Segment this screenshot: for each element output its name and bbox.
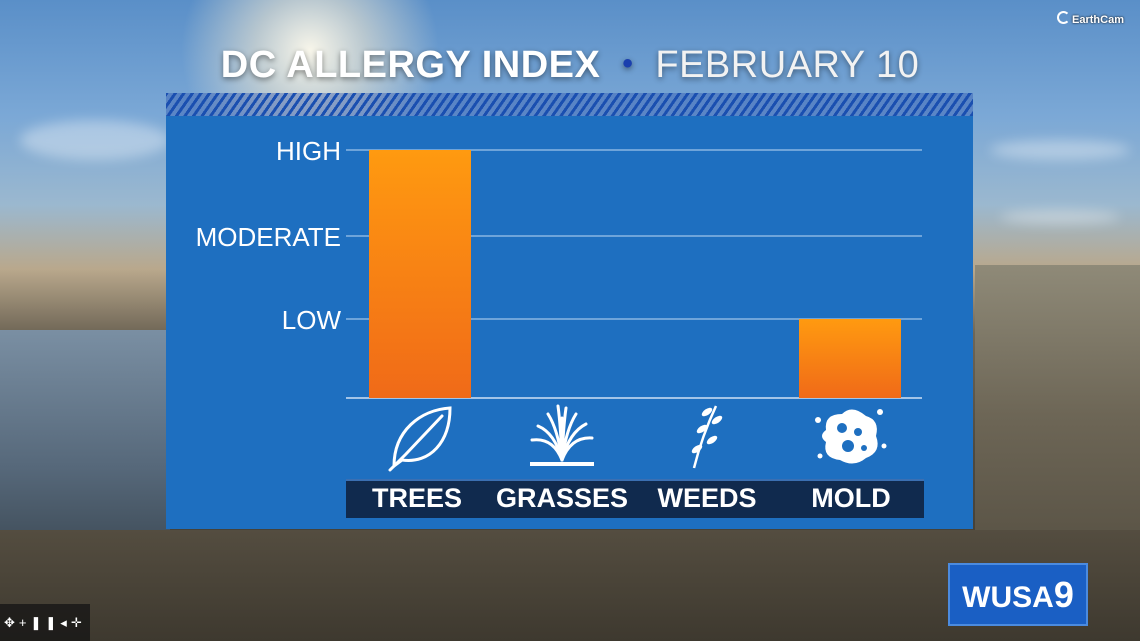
bar-mold <box>799 319 901 398</box>
river-background <box>0 330 170 560</box>
y-level-label: MODERATE <box>196 222 341 252</box>
logo-number: 9 <box>1053 574 1074 615</box>
y-level-label: LOW <box>282 305 342 335</box>
mold-spore-icon <box>815 409 887 464</box>
title-date: FEBRUARY 10 <box>655 44 920 86</box>
fullscreen-icon[interactable]: ✛ <box>70 615 86 630</box>
cloud <box>990 140 1130 160</box>
wusa9-logo: WUSA9 <box>948 563 1088 626</box>
volume-icon[interactable]: ◂ <box>60 615 71 630</box>
logo-text: WUSA <box>962 581 1054 614</box>
grass-icon <box>530 404 594 466</box>
allergy-bar-chart: LOW MODERATE HIGH <box>196 136 922 472</box>
earthcam-watermark: EarthCam <box>1057 11 1124 26</box>
y-level-label: HIGH <box>276 136 341 166</box>
player-controls: ✥+❚❚◂✛ <box>0 604 90 641</box>
category-label-bar <box>346 479 924 518</box>
cloud <box>20 120 170 160</box>
chart-title: DC ALLERGY INDEX • FEBRUARY 10 <box>0 44 1140 87</box>
title-separator: • <box>622 47 634 80</box>
move-icon[interactable]: ✥ <box>4 615 19 630</box>
bar-trees <box>369 150 471 398</box>
chart-panel: LOW MODERATE HIGH <box>166 116 973 529</box>
earthcam-icon <box>1057 11 1071 24</box>
title-main: DC ALLERGY INDEX <box>220 44 601 86</box>
pause-icon[interactable]: ❚❚ <box>30 615 61 630</box>
weed-sprig-icon <box>691 405 723 469</box>
title-hatch-stripe <box>166 93 973 116</box>
zoom-icon[interactable]: + <box>18 615 31 630</box>
leaf-icon <box>388 406 452 472</box>
cloud <box>1000 210 1120 224</box>
earthcam-text: EarthCam <box>1072 14 1124 26</box>
